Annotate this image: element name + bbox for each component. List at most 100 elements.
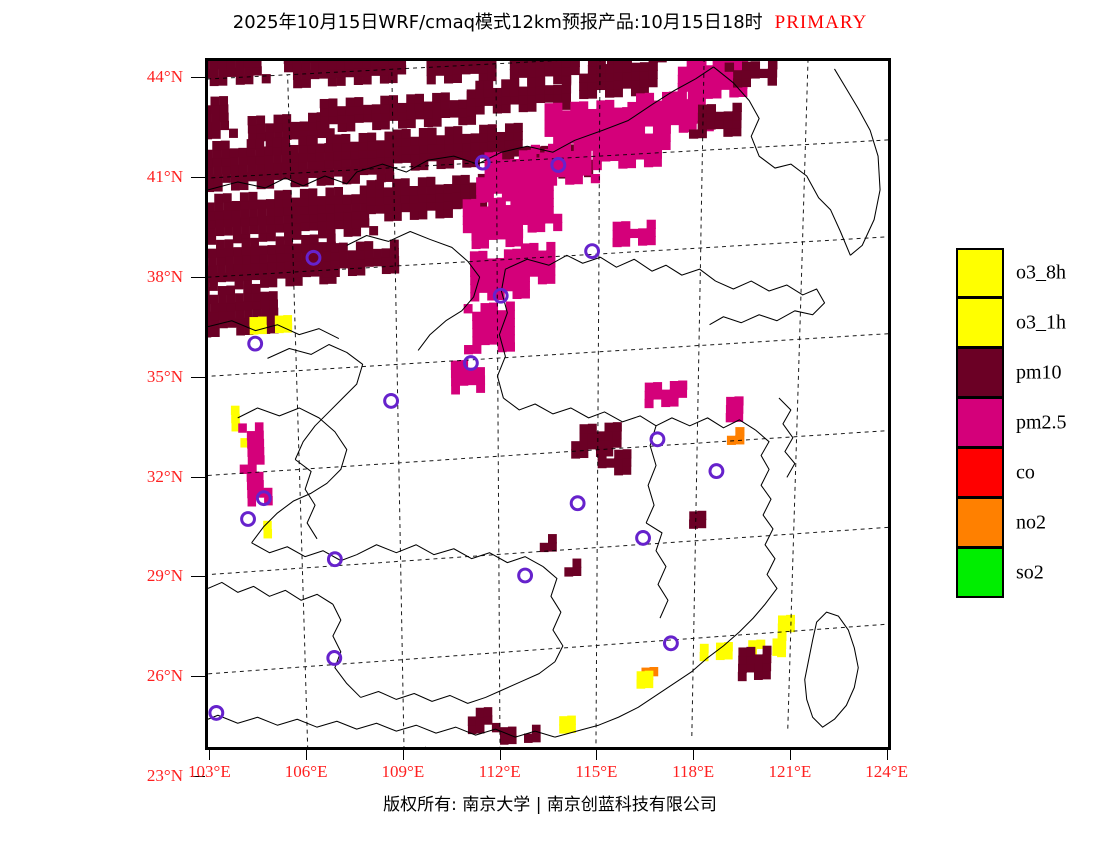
pollutant-cell [436, 151, 446, 161]
pollutant-cell [777, 639, 787, 650]
pollutant-cell [293, 251, 302, 262]
pollutant-cell [480, 231, 490, 241]
station-marker[interactable] [383, 392, 400, 409]
pollutant-cell [310, 69, 320, 80]
pollutant-cell [241, 246, 251, 256]
pollutant-cell [724, 642, 733, 652]
pollutant-cell [480, 327, 490, 337]
pollutant-cell [697, 120, 707, 131]
pollutant-cell [496, 131, 506, 142]
station-marker[interactable] [255, 490, 272, 507]
station-marker[interactable] [462, 355, 479, 371]
pollutant-cell [579, 432, 589, 442]
pollutant-cell [536, 206, 546, 216]
pollutant-cell [729, 63, 740, 74]
pollutant-cell [452, 191, 462, 202]
pollutant-cell [487, 124, 497, 134]
pollutant-cell [320, 115, 330, 125]
pollutant-cell [518, 158, 528, 168]
pollutant-cell [503, 265, 514, 275]
pollutant-cell [546, 274, 556, 284]
pollutant-cell [478, 61, 488, 66]
pollutant-cell [293, 260, 303, 270]
station-marker[interactable] [635, 529, 651, 546]
station-marker[interactable] [708, 463, 725, 480]
station-marker[interactable] [649, 431, 666, 448]
pollutant-cell [539, 160, 549, 170]
pollutant-cell [723, 111, 734, 121]
pollutant-cell [219, 318, 228, 329]
pollutant-cell [322, 268, 332, 278]
pollutant-cell [364, 249, 374, 259]
pollutant-cell [622, 123, 632, 133]
station-marker[interactable] [550, 157, 567, 173]
map-plot-area[interactable] [205, 58, 891, 750]
pollutant-cell [527, 190, 537, 200]
pollutant-cell [484, 176, 494, 187]
pollutant-cell [260, 291, 270, 302]
pollutant-cell [241, 238, 251, 248]
pollutant-cell [362, 67, 372, 77]
pollutant-cell [318, 61, 328, 71]
station-marker[interactable] [517, 567, 534, 584]
pollutant-cell [284, 231, 293, 241]
pollutant-cell [460, 191, 470, 201]
station-marker[interactable] [247, 335, 264, 352]
pollutant-cell [635, 142, 645, 152]
pollutant-cell [687, 90, 698, 100]
pollutant-cell [292, 214, 301, 224]
pollutant-cell [483, 715, 493, 725]
pollutant-cell [626, 158, 637, 169]
station-marker[interactable] [240, 511, 256, 527]
station-marker[interactable] [208, 704, 225, 721]
station-marker[interactable] [326, 551, 343, 568]
pollutant-cell [379, 61, 389, 68]
pollutant-cell [767, 76, 777, 86]
grid-line [208, 139, 888, 179]
pollutant-cell [529, 259, 539, 269]
pollutant-cell [309, 234, 319, 244]
legend-color-swatch [956, 548, 1004, 598]
pollutant-cell [360, 218, 370, 228]
grid-line [691, 61, 705, 737]
pollutant-cell [215, 226, 225, 237]
pollutant-cell [292, 62, 302, 72]
pollutant-cell [292, 70, 302, 81]
pollutant-cell [290, 153, 300, 163]
pollutant-cell [265, 139, 275, 150]
pollutant-cell [631, 70, 641, 81]
pollutant-cell [252, 292, 261, 302]
station-marker[interactable] [584, 243, 601, 260]
pollutant-cell [347, 258, 357, 268]
station-marker[interactable] [474, 154, 491, 171]
pollutant-cell [396, 61, 407, 67]
pollutant-cell [529, 251, 539, 261]
pollutant-cell [208, 273, 218, 283]
station-marker[interactable] [662, 635, 679, 652]
pollutant-cell [506, 342, 515, 352]
pollutant-cell [247, 447, 257, 457]
pollutant-cell [646, 235, 656, 246]
station-marker[interactable] [326, 650, 343, 666]
pollutant-cell [380, 103, 390, 114]
pollutant-cell [614, 466, 624, 476]
pollutant-cell [480, 303, 490, 313]
pollutant-cell [247, 172, 257, 182]
pollutant-cell [266, 215, 276, 225]
legend-color-swatch [956, 298, 1004, 348]
pollutant-cell [315, 143, 325, 153]
pollutant-cell [268, 278, 278, 288]
pollutant-cell [257, 207, 267, 218]
pollutant-cell [208, 166, 214, 176]
pollutant-cell [218, 302, 228, 312]
pollutant-cell [646, 227, 656, 238]
station-marker[interactable] [492, 287, 509, 304]
station-marker[interactable] [305, 249, 322, 266]
x-axis-tick-mark [499, 750, 501, 760]
pollutant-cell [466, 105, 477, 116]
pollutant-cell [318, 229, 327, 239]
pollutant-cell [240, 208, 250, 219]
station-marker[interactable] [569, 495, 586, 512]
pollutant-cell [327, 77, 337, 87]
pollutant-cell [504, 281, 514, 292]
